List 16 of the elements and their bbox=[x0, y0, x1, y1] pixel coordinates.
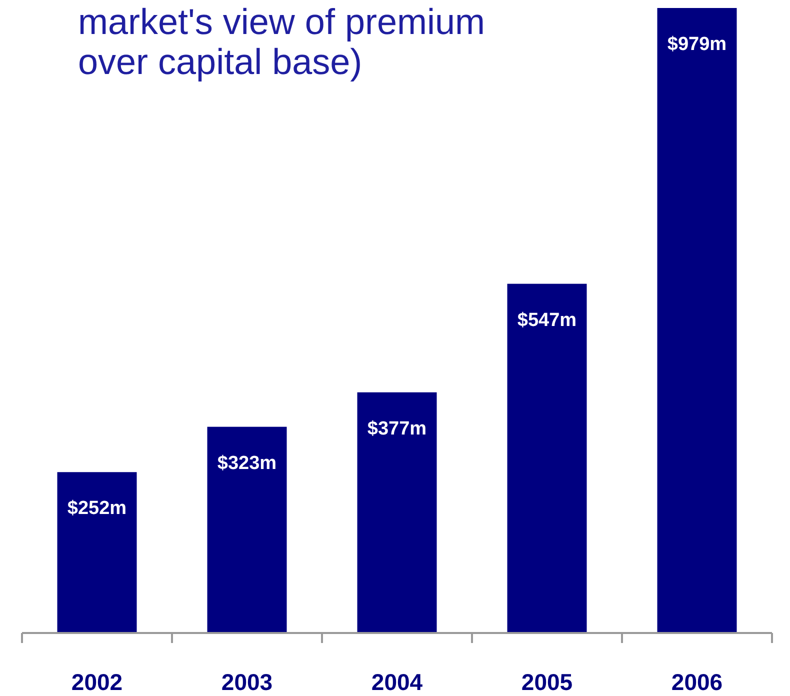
x-tick-label: 2004 bbox=[371, 669, 423, 695]
x-tick-label: 2005 bbox=[521, 669, 573, 695]
data-label: $547m bbox=[517, 310, 577, 331]
chart-title: market's view of premium over capital base) bbox=[78, 1, 485, 82]
data-label: $979m bbox=[667, 34, 727, 55]
x-tick-label: 2003 bbox=[221, 669, 273, 695]
bar bbox=[657, 8, 737, 633]
bar bbox=[57, 472, 137, 633]
data-label: $377m bbox=[367, 418, 427, 440]
bar bbox=[357, 392, 437, 633]
data-label: $252m bbox=[67, 498, 127, 520]
data-label: $323m bbox=[217, 452, 277, 474]
bar bbox=[207, 426, 287, 633]
bar bbox=[507, 284, 587, 633]
x-tick-label: 2006 bbox=[671, 669, 723, 695]
x-tick-label: 2002 bbox=[71, 669, 123, 695]
